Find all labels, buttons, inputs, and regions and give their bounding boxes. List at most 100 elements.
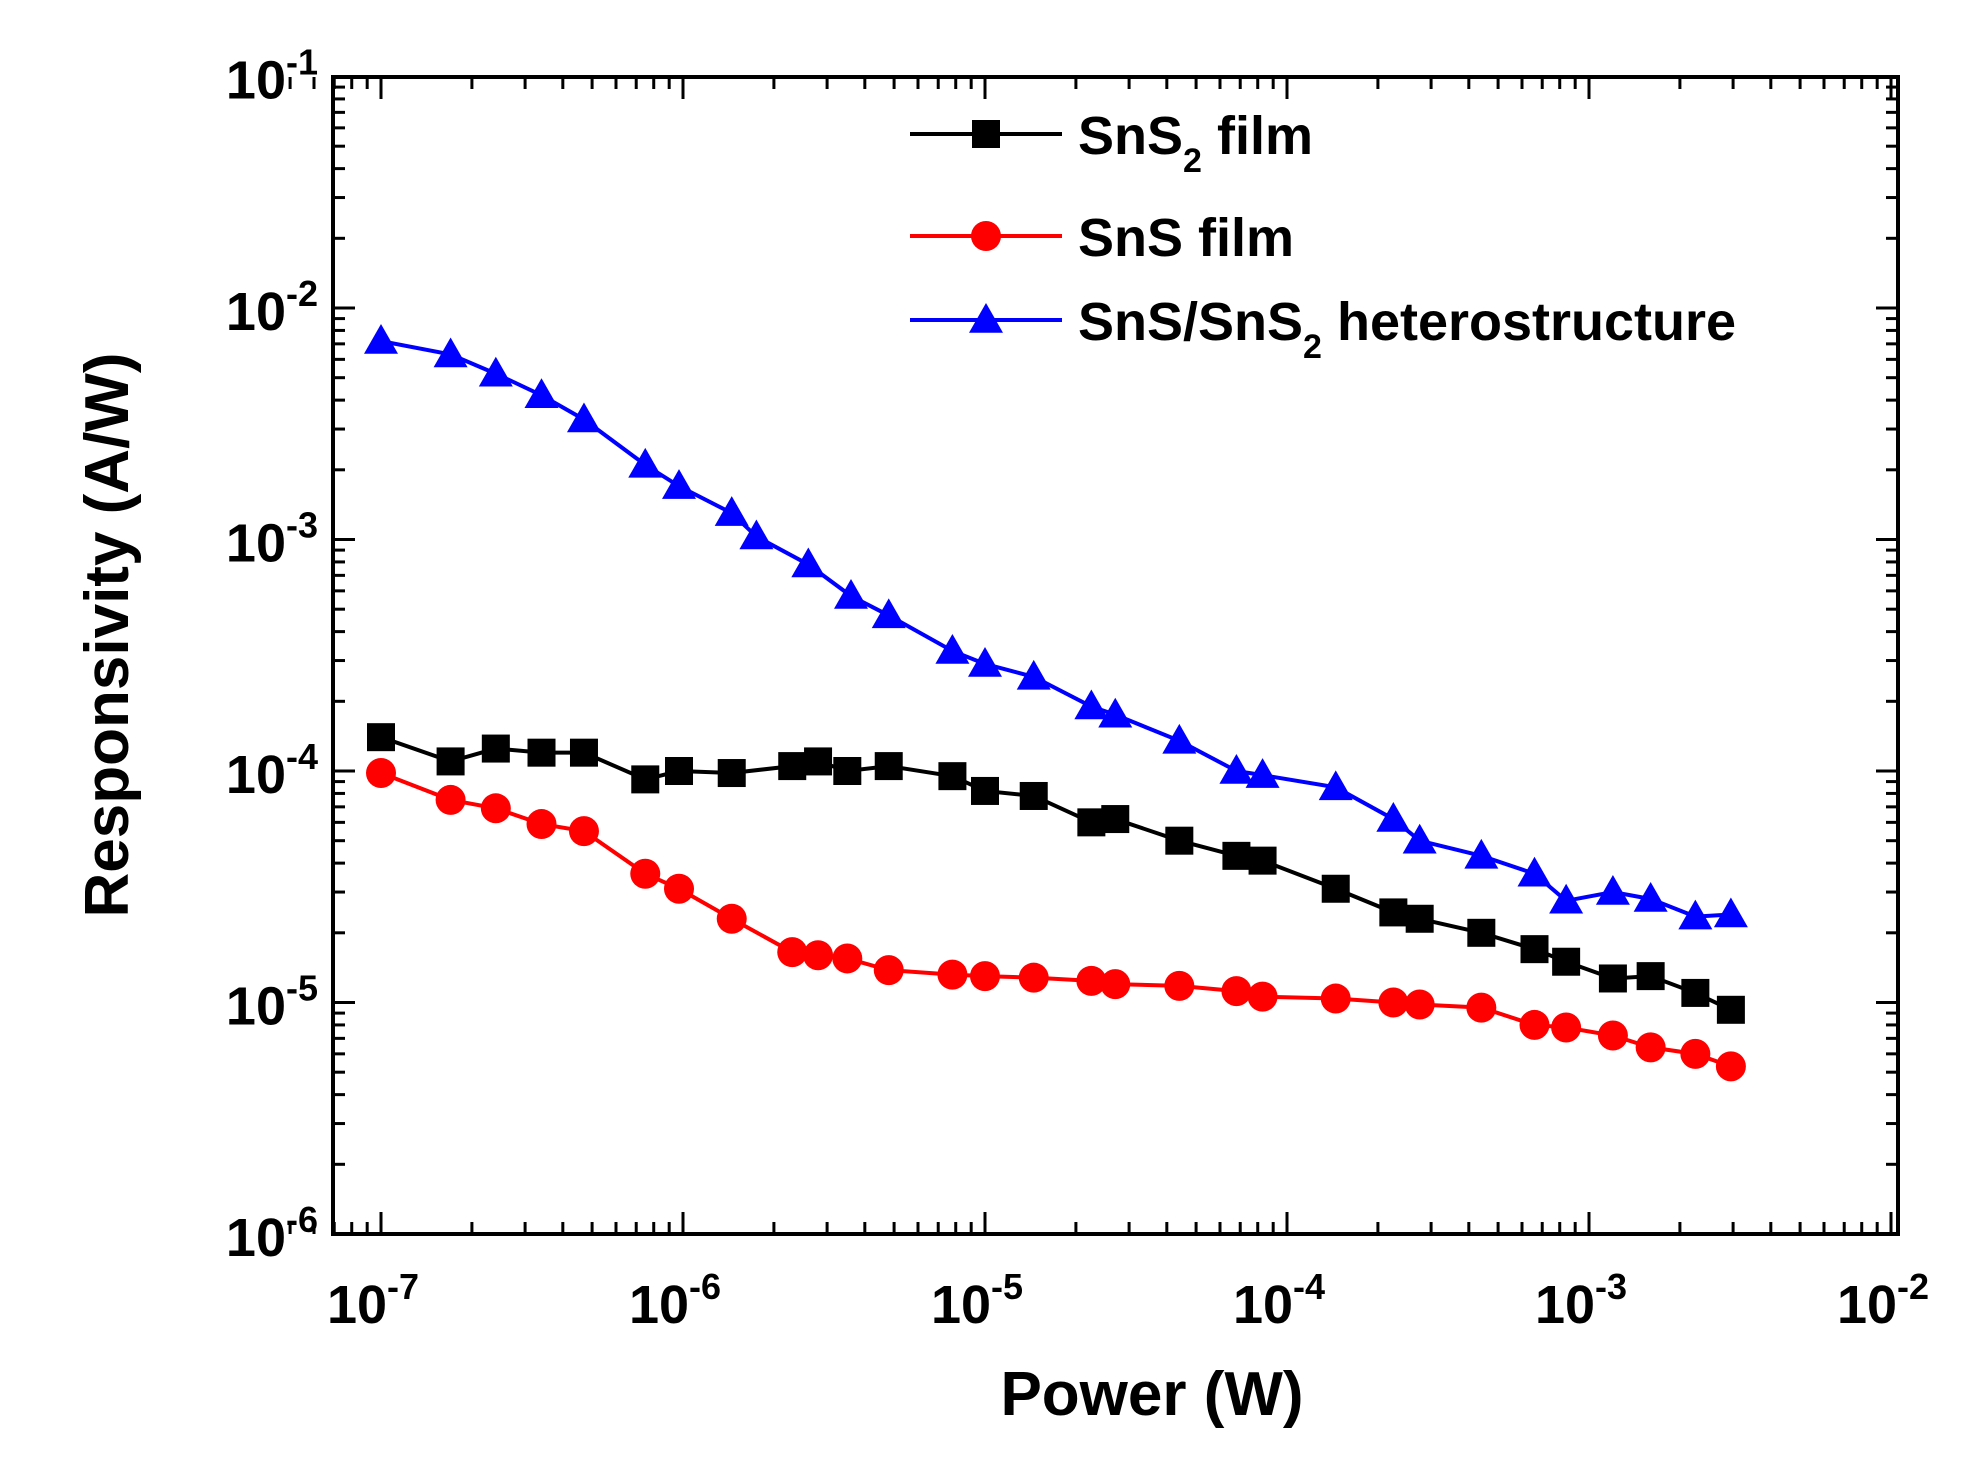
legend-label: SnS/SnS2 heterostructure (1078, 292, 1736, 366)
data-point (1716, 995, 1745, 1024)
data-point (1404, 989, 1435, 1020)
data-point (1076, 965, 1107, 996)
x-tick-label: 10-3 (1535, 1266, 1627, 1335)
x-tick-label: 10-4 (1233, 1266, 1325, 1335)
tick-label-exponent: -6 (689, 1266, 721, 1307)
tick-label-base: 10 (226, 977, 286, 1037)
data-point (435, 784, 466, 815)
tick-label-base: 10 (1233, 1275, 1293, 1335)
tick-label-base: 10 (1535, 1275, 1595, 1335)
data-point (1222, 841, 1251, 870)
data-point (714, 496, 749, 526)
y-tick-label: 10-5 (226, 968, 318, 1037)
legend-marker (969, 303, 1003, 333)
data-point (662, 469, 697, 499)
data-point (1164, 970, 1195, 1001)
data-point (970, 961, 1000, 992)
data-point (1248, 846, 1277, 875)
data-point (1598, 964, 1627, 993)
legend-text-part: heterostructure (1322, 292, 1736, 352)
data-point (1464, 838, 1499, 869)
legend-entry: SnS2 film (910, 106, 1313, 180)
y-tick-label: 10-6 (226, 1199, 318, 1268)
data-point (630, 858, 661, 889)
legend-marker (971, 221, 1001, 251)
legend-text-part: film (1202, 106, 1313, 166)
tick-label-base: 10 (226, 1208, 286, 1268)
data-point (1517, 856, 1552, 887)
tick-label-base: 10 (226, 514, 286, 574)
data-point (1098, 697, 1133, 728)
data-point (1636, 962, 1665, 991)
data-point (1016, 659, 1051, 690)
legend: SnS2 film SnS film SnS/SnS2 heterostructur… (910, 106, 1736, 366)
data-point (777, 937, 808, 968)
tick-label-exponent: -4 (1293, 1266, 1325, 1307)
data-point (1680, 1038, 1711, 1069)
tick-label-base: 10 (327, 1275, 387, 1335)
data-point (1221, 976, 1252, 1007)
data-point (1595, 875, 1630, 905)
data-point (367, 723, 395, 752)
y-axis-label: Responsivity (A/W) (73, 353, 142, 918)
tick-label-exponent: -3 (286, 505, 318, 546)
data-point (433, 337, 468, 368)
data-point (569, 738, 598, 767)
tick-label-exponent: -2 (286, 273, 318, 314)
series-2 (364, 324, 1748, 930)
legend-entry: SnS film (910, 208, 1294, 268)
tick-label-exponent: -5 (991, 1266, 1023, 1307)
data-point (665, 757, 694, 785)
data-point (1402, 823, 1437, 854)
y-tick-label: 10-2 (226, 273, 318, 342)
data-point (1405, 904, 1434, 933)
data-point (716, 903, 747, 934)
data-point (938, 762, 967, 791)
legend-label: SnS film (1078, 208, 1294, 268)
tick-label-exponent: -1 (286, 42, 318, 83)
data-point (1678, 899, 1713, 930)
data-point (1162, 723, 1197, 754)
y-tick-label: 10-4 (226, 736, 318, 805)
data-point (778, 752, 807, 781)
data-point (1379, 898, 1408, 927)
data-point (832, 943, 863, 974)
data-point (1713, 897, 1748, 928)
legend-text-part: SnS/SnS (1078, 292, 1303, 352)
y-tick-labels: 10-610-510-410-310-210-1 (226, 42, 318, 1269)
data-point (527, 738, 556, 767)
data-point (968, 646, 1002, 677)
data-point (1219, 754, 1254, 784)
tick-label-exponent: -3 (1595, 1266, 1627, 1307)
tick-label-exponent: -5 (286, 968, 318, 1009)
data-point (937, 959, 968, 990)
data-point (1318, 770, 1353, 801)
data-point (1165, 826, 1194, 855)
data-point (1074, 689, 1109, 720)
data-point (804, 747, 833, 776)
data-point (791, 547, 826, 578)
data-point (935, 633, 970, 664)
data-point (478, 356, 513, 387)
data-point (526, 809, 557, 840)
data-point (1551, 1012, 1582, 1043)
data-point (566, 402, 601, 433)
data-point (366, 758, 396, 789)
data-point (1018, 962, 1049, 993)
x-tick-labels: 10-7 10-6 10-5 10-4 10-3 10-2 (327, 1266, 1929, 1335)
plot-frame (331, 75, 1900, 1236)
data-point (1321, 874, 1350, 903)
data-point (1247, 981, 1278, 1012)
tick-label-base: 10 (226, 282, 286, 342)
data-point (834, 579, 869, 609)
data-point (568, 816, 599, 847)
tick-label-base: 10 (629, 1275, 689, 1335)
data-point (631, 765, 660, 794)
tick-label-base: 10 (226, 51, 286, 111)
plot-area (331, 75, 1900, 1236)
x-tick-label: 10-6 (629, 1266, 721, 1335)
data-point (873, 955, 904, 986)
tick-label-exponent: -4 (286, 736, 318, 777)
tick-label-base: 10 (931, 1275, 991, 1335)
